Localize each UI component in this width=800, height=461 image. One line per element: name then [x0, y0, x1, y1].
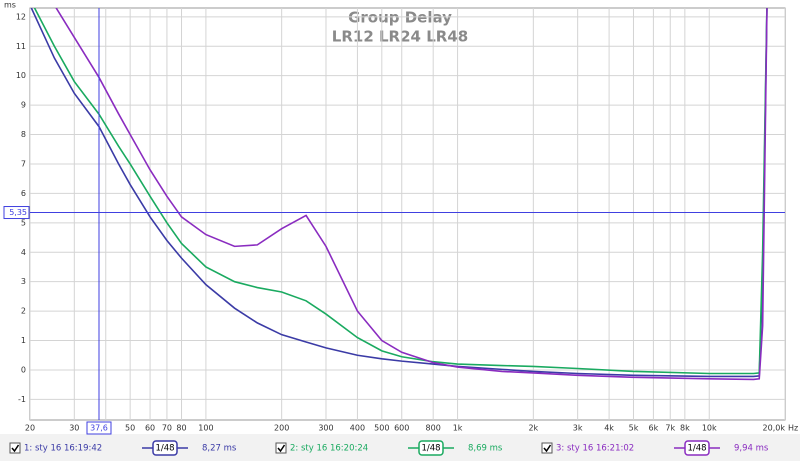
x-tick-label: 3k: [573, 424, 583, 433]
y-tick-label: 5: [21, 218, 26, 227]
x-tick-label: 600: [394, 424, 409, 433]
y-tick-label: 9: [21, 101, 26, 110]
chart-title: Group Delay: [348, 9, 452, 27]
legend-check: [11, 444, 20, 453]
legend-checkbox[interactable]: [275, 442, 287, 454]
legend-checkbox[interactable]: [541, 442, 553, 454]
legend-cursor-value: 8,27 ms: [202, 444, 237, 454]
series-line: [30, 8, 768, 378]
smoothing-label: 1/48: [155, 444, 174, 454]
series-line: [33, 8, 768, 375]
y-tick-label: 3: [21, 277, 26, 286]
y-tick-label: 12: [16, 12, 26, 21]
y-tick-label: 2: [21, 307, 26, 316]
plot: [30, 8, 785, 420]
x-tick-label: 1k: [453, 424, 463, 433]
smoothing-box[interactable]: [152, 440, 178, 456]
x-tick-label: 400: [350, 424, 365, 433]
y-tick-label: 11: [16, 42, 26, 51]
legend-label: 1: sty 16 16:19:42: [24, 444, 102, 454]
y-tick-label: 10: [16, 71, 26, 80]
plot-area: [29, 7, 786, 421]
x-tick-label: 6k: [649, 424, 659, 433]
smoothing-label: 1/48: [687, 444, 706, 454]
y-tick-label: 6: [21, 189, 26, 198]
cursor-y-box: [3, 206, 30, 220]
x-unit: Hz: [788, 424, 798, 433]
x-tick-label: 800: [426, 424, 441, 433]
x-tick-label: 20: [25, 424, 35, 433]
x-tick-label: 4k: [604, 424, 614, 433]
x-tick-label: 70: [162, 424, 172, 433]
x-tick-label: 100: [198, 424, 213, 433]
legend-check: [277, 444, 286, 453]
legend-label: 2: sty 16 16:20:24: [290, 444, 368, 454]
x-tick-label: 60: [145, 424, 155, 433]
y-tick-label: 7: [21, 159, 26, 168]
x-tick-label: 50: [125, 424, 135, 433]
x-tick-label: 5k: [629, 424, 639, 433]
x-tick-label: 30: [69, 424, 79, 433]
legend-check: [543, 444, 552, 453]
cursor-x-box: [86, 421, 112, 435]
x-tick-label: 10k: [702, 424, 717, 433]
y-tick-label: 0: [21, 365, 26, 374]
legend-cursor-value: 9,94 ms: [734, 444, 769, 454]
legend-label: 3: sty 16 16:21:02: [556, 444, 634, 454]
chart-subtitle: LR12 LR24 LR48: [332, 28, 468, 46]
x-tick-label: 7k: [665, 424, 675, 433]
x-tick-label: 8k: [680, 424, 690, 433]
x-tick-label: 300: [318, 424, 333, 433]
x-tick-label: 500: [374, 424, 389, 433]
x-tick-label: 2k: [528, 424, 538, 433]
y-tick-label: -1: [18, 395, 26, 404]
legend-cursor-value: 8,69 ms: [468, 444, 503, 454]
legend-checkbox[interactable]: [9, 442, 21, 454]
series-line: [55, 8, 768, 381]
x-tick-label: 80: [176, 424, 186, 433]
y-tick-label: 4: [21, 248, 26, 257]
y-unit: ms: [4, 1, 16, 10]
x-tick-label: 200: [274, 424, 289, 433]
legend-bar: [0, 434, 800, 461]
x-tick-label: 20,0k: [763, 424, 786, 433]
cursor-x-label: 37,6: [90, 424, 108, 433]
smoothing-box[interactable]: [418, 440, 444, 456]
y-tick-label: 1: [21, 336, 26, 345]
cursor-y-label: 5,35: [9, 208, 27, 217]
smoothing-label: 1/48: [421, 444, 440, 454]
y-tick-label: 8: [21, 130, 26, 139]
smoothing-box[interactable]: [684, 440, 710, 456]
